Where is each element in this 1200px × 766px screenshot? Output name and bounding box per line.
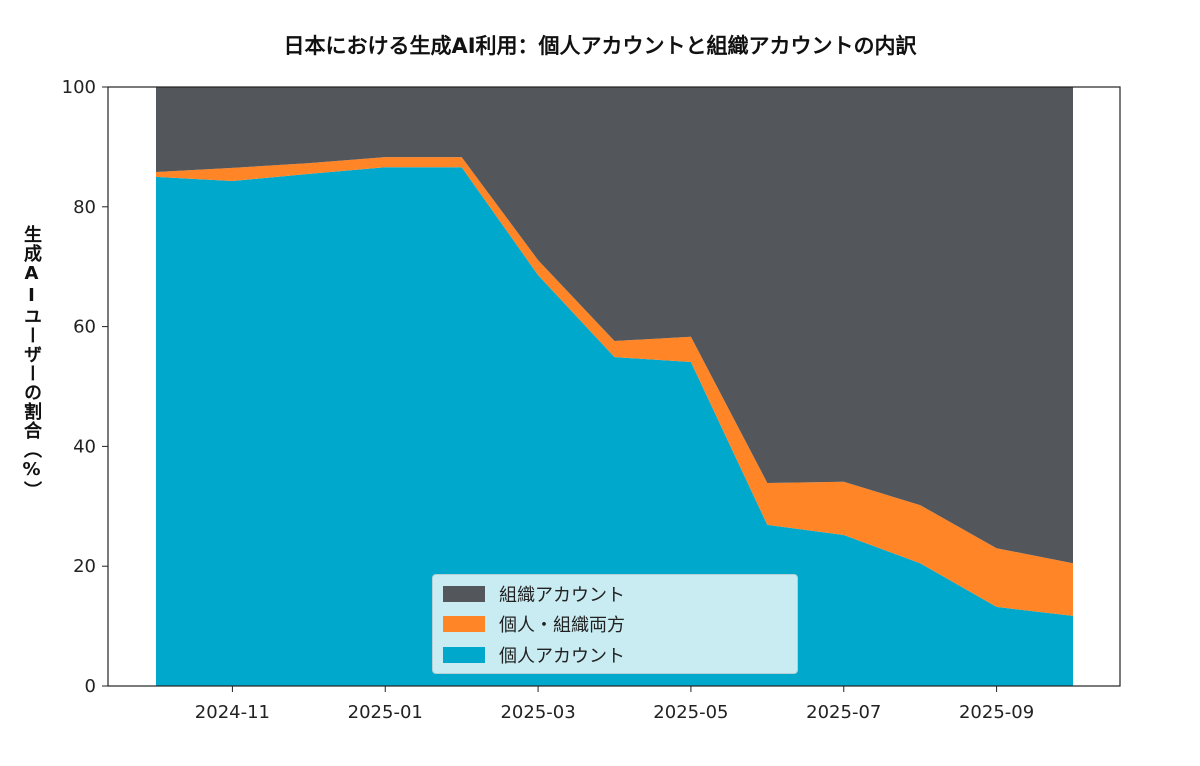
legend-swatch (443, 647, 485, 663)
legend-swatch (443, 586, 485, 602)
y-tick-label: 80 (73, 197, 96, 218)
y-tick-label: 60 (73, 317, 96, 338)
y-tick-label: 20 (73, 556, 96, 577)
legend-label: 個人アカウント (499, 646, 625, 667)
x-tick-label: 2024-11 (195, 702, 270, 723)
x-tick-label: 2025-09 (959, 702, 1034, 723)
y-axis-label: 生成AIユーザーの割合（%） (21, 225, 42, 500)
legend-item-organization: 組織アカウント (443, 583, 625, 606)
legend: 組織アカウント 個人・組織両方 個人アカウント (432, 574, 798, 674)
y-tick-label: 0 (85, 676, 96, 697)
y-tick-label: 100 (62, 77, 96, 98)
area-series-0 (156, 167, 1073, 687)
x-tick-label: 2025-05 (653, 702, 728, 723)
y-tick-label: 40 (73, 436, 96, 457)
legend-label: 組織アカウント (499, 585, 625, 606)
chart-title: 日本における生成AI利用：個人アカウントと組織アカウントの内訳 (283, 34, 917, 58)
x-tick-label: 2025-01 (348, 702, 423, 723)
legend-label: 個人・組織両方 (499, 615, 625, 636)
x-tick-label: 2025-03 (500, 702, 575, 723)
x-tick-label: 2025-07 (806, 702, 881, 723)
legend-item-personal: 個人アカウント (443, 644, 625, 667)
area-series-1 (156, 157, 1073, 616)
area-series-2 (156, 87, 1073, 564)
legend-item-both: 個人・組織両方 (443, 613, 625, 636)
plot-frame (107, 86, 1121, 687)
legend-swatch (443, 616, 485, 632)
